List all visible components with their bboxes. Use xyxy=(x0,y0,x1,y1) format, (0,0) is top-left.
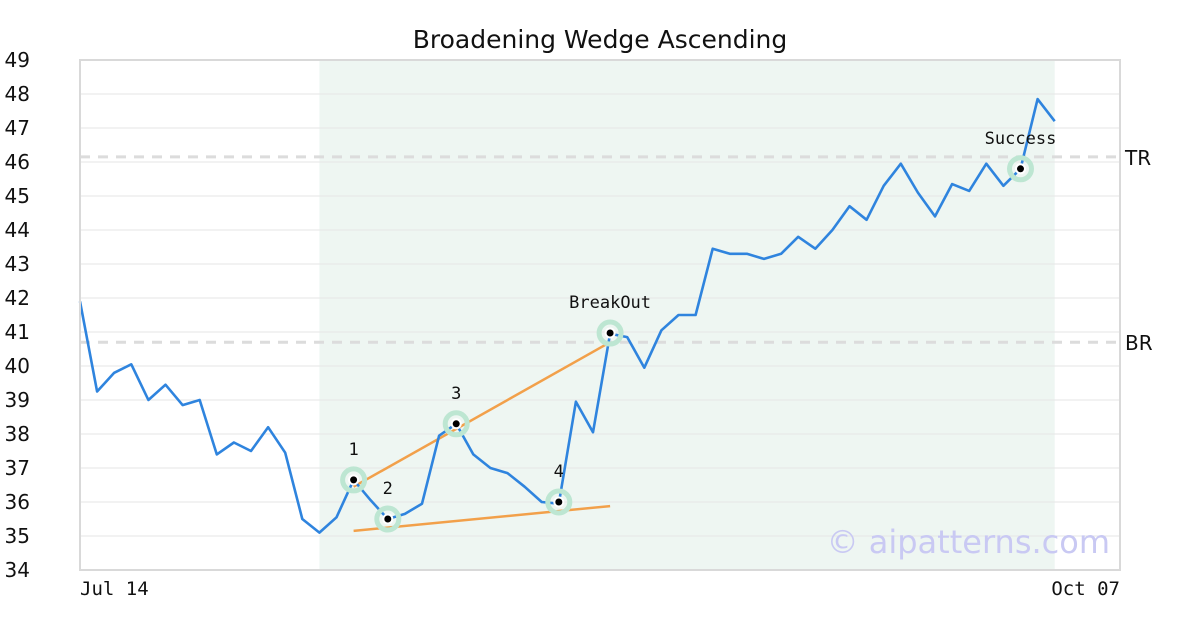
point-marker-dot xyxy=(384,515,392,523)
point-marker-dot xyxy=(606,329,614,337)
x-tick-label: Jul 14 xyxy=(80,578,149,600)
point-label: 2 xyxy=(383,479,393,499)
y-tick-label: 35 xyxy=(5,524,30,548)
y-tick-label: 40 xyxy=(5,354,30,378)
y-tick-label: 37 xyxy=(5,456,30,480)
y-tick-label: 46 xyxy=(5,150,30,174)
point-label: 4 xyxy=(554,462,564,482)
y-tick-label: 39 xyxy=(5,388,30,412)
y-tick-label: 42 xyxy=(5,286,30,310)
y-tick-label: 43 xyxy=(5,252,30,276)
y-tick-label: 48 xyxy=(5,82,30,106)
trendline xyxy=(352,341,611,488)
point-marker-ring xyxy=(545,488,573,516)
y-tick-label: 34 xyxy=(5,558,30,582)
point-marker-dot xyxy=(1017,165,1024,173)
point-marker-dot xyxy=(350,476,358,484)
point-label: 1 xyxy=(348,440,358,460)
y-tick-label: 41 xyxy=(5,320,30,344)
point-marker-dot xyxy=(555,498,563,506)
point-marker-ring xyxy=(596,319,624,347)
price-line xyxy=(78,97,1056,534)
plot-frame xyxy=(79,59,1121,571)
y-tick-label: 38 xyxy=(5,422,30,446)
point-label: 3 xyxy=(451,384,461,404)
chart-title: Broadening Wedge Ascending xyxy=(413,25,788,54)
point-marker-dot xyxy=(452,420,460,428)
point-marker-ring xyxy=(442,410,470,438)
level-label: BR xyxy=(1125,331,1153,355)
point-marker-ring xyxy=(1007,155,1034,183)
point-marker-ring xyxy=(374,505,402,533)
point-marker-ring xyxy=(340,466,368,494)
y-tick-label: 47 xyxy=(5,116,30,140)
y-tick-label: 36 xyxy=(5,490,30,514)
level-label: TR xyxy=(1124,146,1151,170)
y-tick-label: 44 xyxy=(5,218,30,242)
y-tick-label: 49 xyxy=(5,48,30,72)
point-label: Success xyxy=(985,129,1057,149)
watermark: © aipatterns.com xyxy=(827,523,1110,561)
point-label: BreakOut xyxy=(569,293,651,313)
y-tick-label: 45 xyxy=(5,184,30,208)
x-tick-label: Oct 07 xyxy=(1051,578,1120,600)
